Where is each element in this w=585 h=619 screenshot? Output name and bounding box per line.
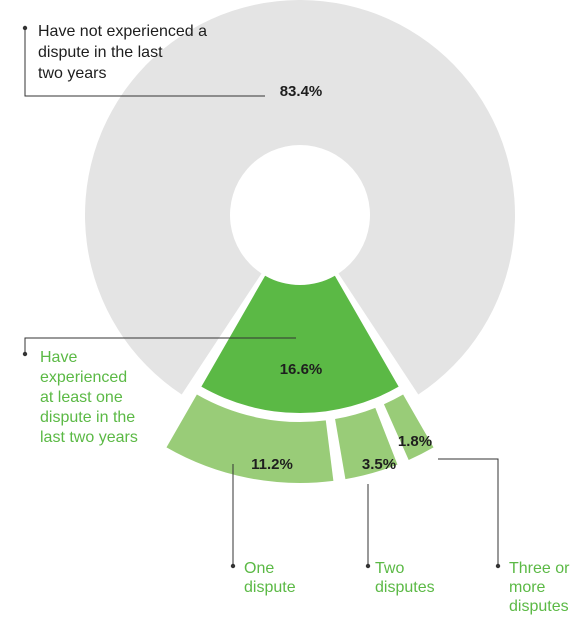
leader-dot-one — [230, 563, 236, 569]
leader-experienced — [24, 337, 296, 354]
leader-not-experienced — [24, 28, 265, 97]
label-not-experienced-line: dispute in the last — [38, 44, 163, 61]
value-label-two: 3.5% — [362, 456, 396, 473]
value-label-not-experienced: 83.4% — [280, 83, 323, 100]
label-one-line: One — [244, 560, 274, 577]
label-layer: 83.4% 16.6% 11.2% 3.5%1.8% Have not experien… — [38, 23, 570, 615]
slice-two — [335, 407, 398, 480]
slice-experienced — [201, 275, 399, 413]
label-experienced-line: Have — [40, 349, 77, 366]
leader-lines — [22, 25, 501, 569]
leader-three-plus — [438, 458, 499, 566]
slice-not-experienced — [85, 0, 515, 395]
label-three-plus-line: disputes — [509, 598, 569, 615]
label-experienced-line: experienced — [40, 369, 127, 386]
value-label-three-plus: 1.8% — [398, 433, 432, 450]
label-not-experienced-line: two years — [38, 65, 106, 82]
label-two-line: disputes — [375, 579, 435, 596]
breakdown-layer — [166, 394, 434, 483]
donut-layer — [85, 0, 515, 413]
value-label-one: 11.2% — [251, 456, 293, 473]
label-three-plus-line: Three or — [509, 560, 570, 577]
slice-three-plus — [383, 394, 434, 460]
slice-one — [166, 394, 334, 483]
leader-dot-experienced — [22, 351, 28, 357]
leader-dot-two — [365, 563, 371, 569]
value-label-experienced: 16.6% — [280, 361, 323, 378]
label-three-plus-line: more — [509, 579, 546, 596]
label-two-line: Two — [375, 560, 404, 577]
leader-dot-not-experienced — [22, 25, 28, 31]
label-experienced-line: at least one — [40, 389, 123, 406]
label-experienced-line: dispute in the — [40, 409, 135, 426]
label-one-line: dispute — [244, 579, 296, 596]
label-experienced-line: last two years — [40, 429, 138, 446]
label-not-experienced-line: Have not experienced a — [38, 23, 207, 40]
leader-dot-three-plus — [495, 563, 501, 569]
